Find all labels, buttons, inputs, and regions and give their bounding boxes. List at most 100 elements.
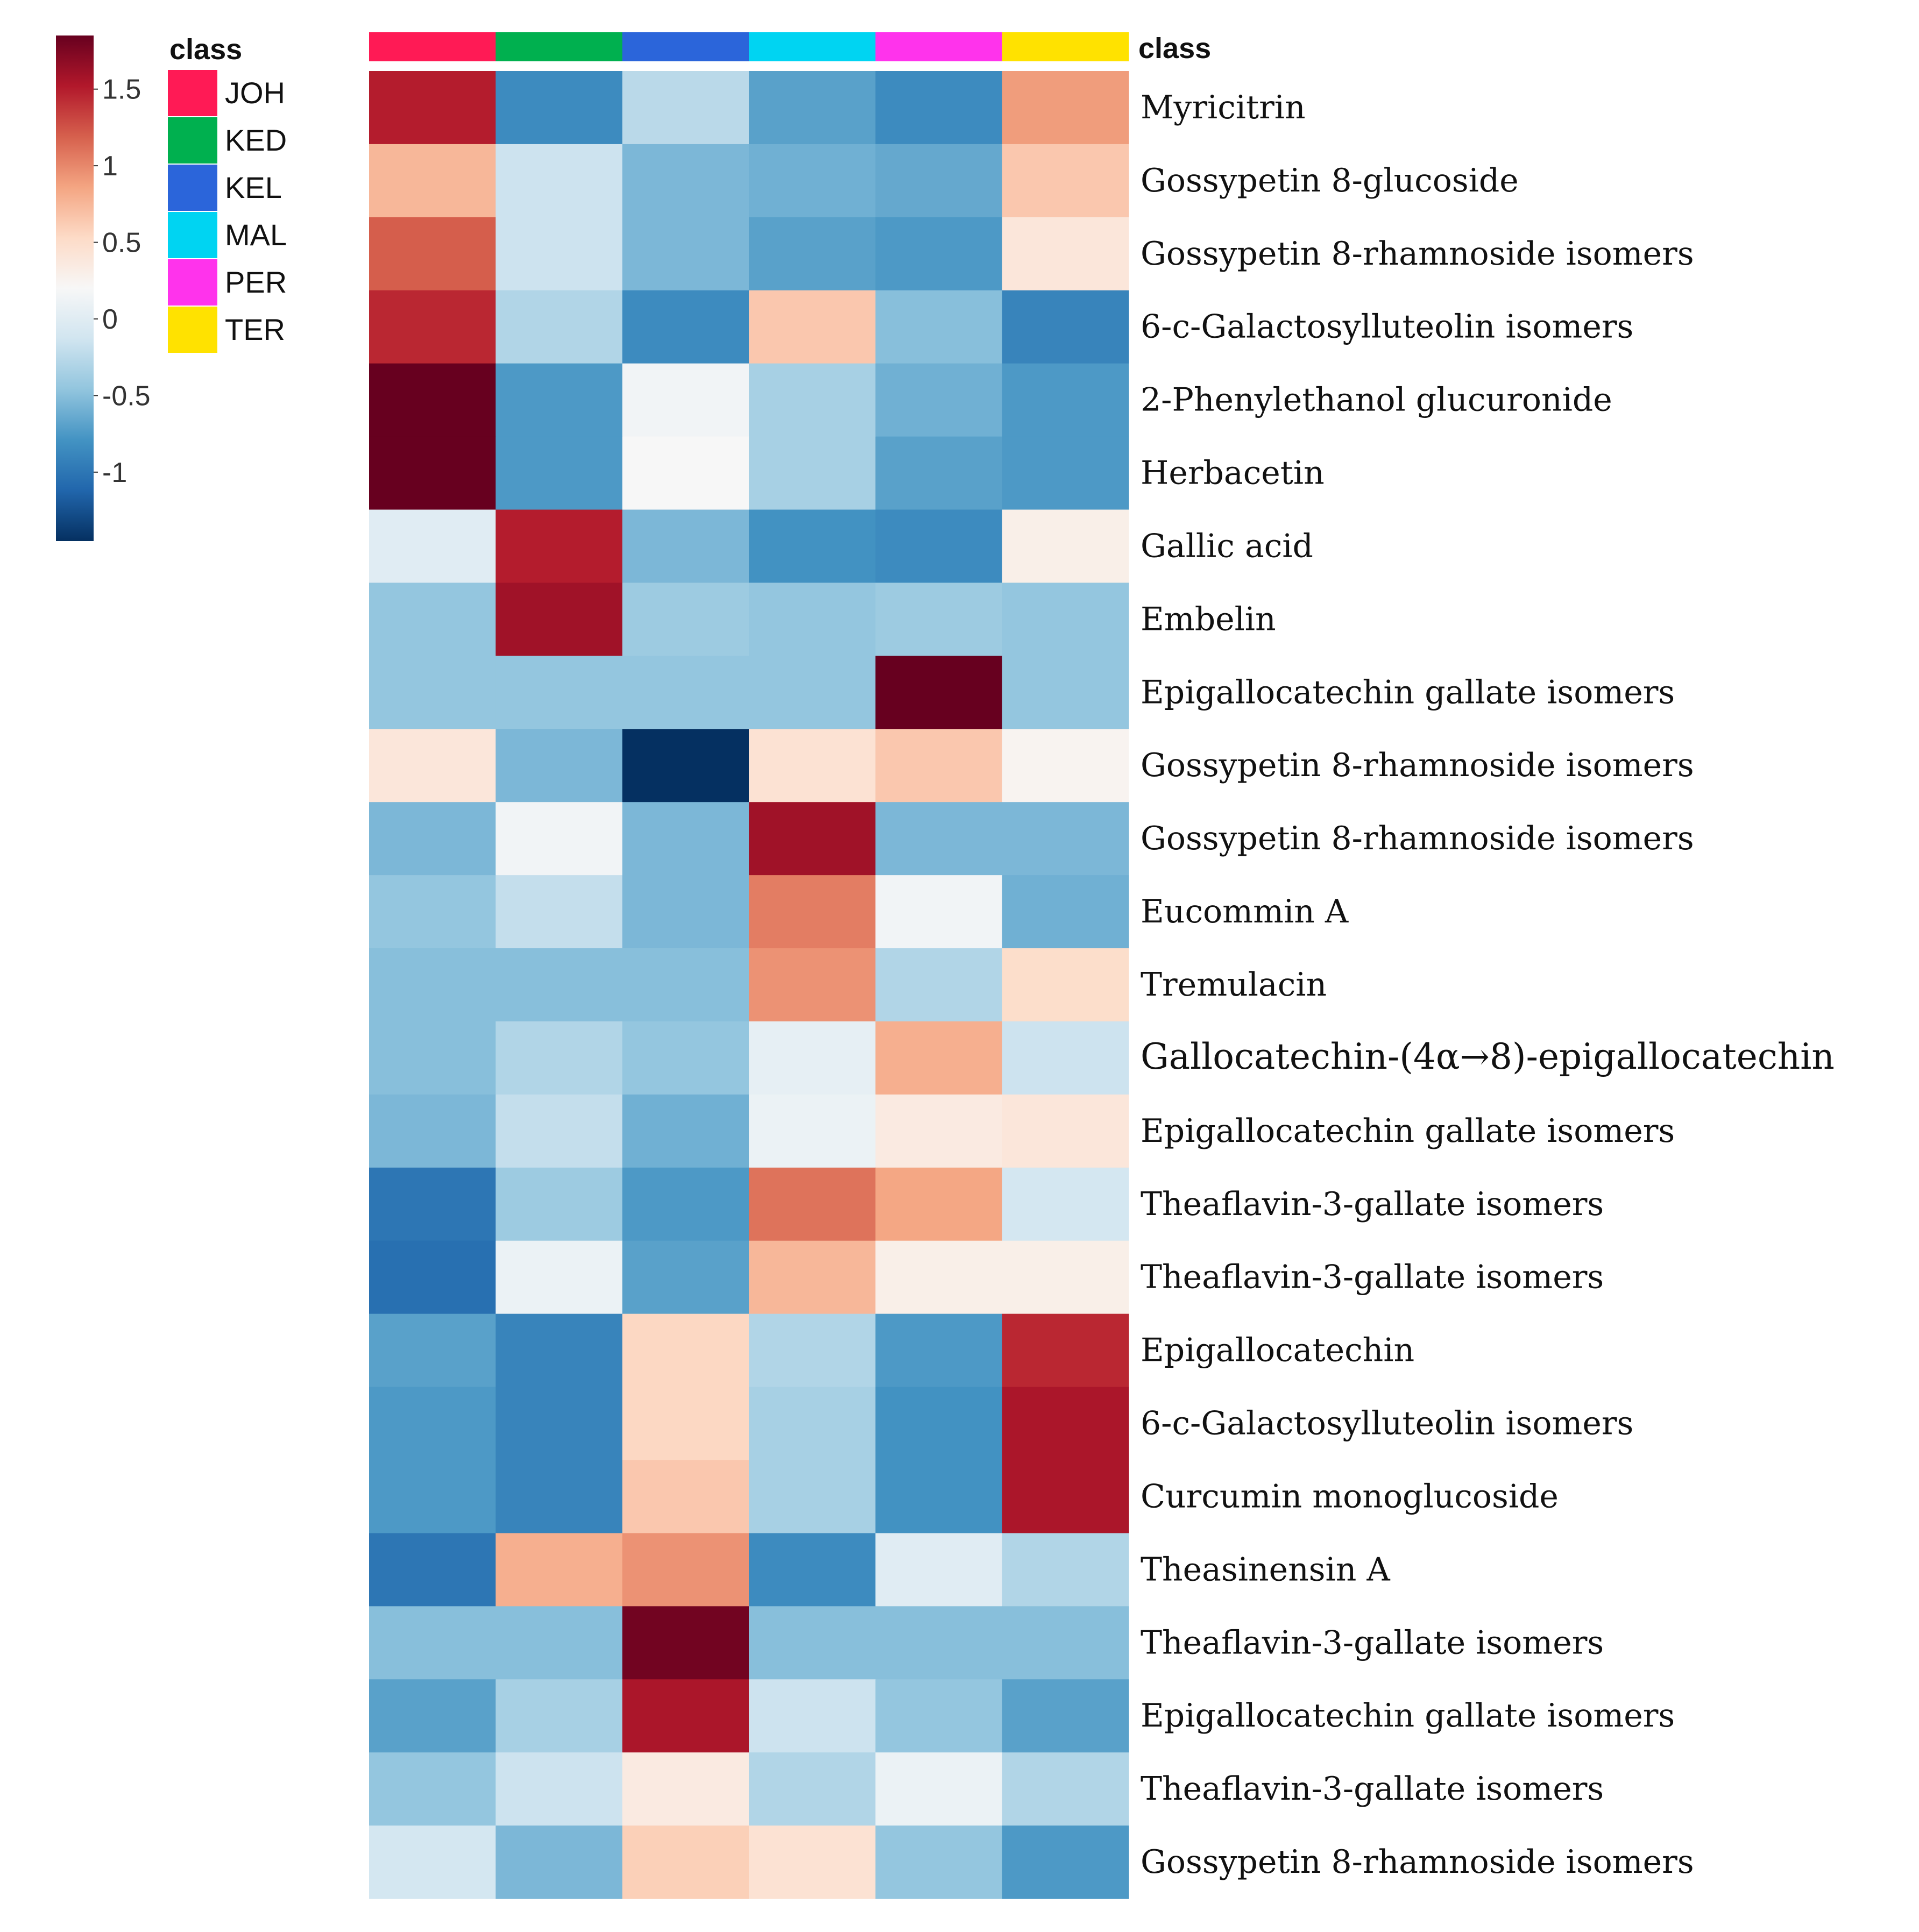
class-legend-label-mal: MAL bbox=[225, 218, 287, 252]
heatmap-cell bbox=[1002, 1679, 1129, 1753]
heatmap-cell bbox=[875, 656, 1003, 729]
heatmap-cell bbox=[369, 1021, 496, 1095]
heatmap-cell bbox=[749, 656, 876, 729]
heatmap-cell bbox=[369, 436, 496, 510]
heatmap-cell bbox=[495, 1752, 623, 1826]
heatmap-cell bbox=[875, 1460, 1003, 1533]
heatmap-cell bbox=[1002, 1021, 1129, 1095]
heatmap-cell bbox=[749, 875, 876, 949]
heatmap-cell bbox=[875, 290, 1003, 364]
heatmap-cell bbox=[369, 509, 496, 584]
class-legend-swatch-ked bbox=[168, 117, 217, 164]
heatmap-cell bbox=[749, 436, 876, 510]
annotation-joh bbox=[369, 32, 496, 61]
class-legend-label-kel: KEL bbox=[225, 171, 282, 204]
heatmap-cell bbox=[369, 1240, 496, 1315]
color-scale-tick-label: 0 bbox=[102, 304, 118, 335]
heatmap-cell bbox=[1002, 436, 1129, 510]
heatmap-cell bbox=[749, 1826, 876, 1899]
heatmap-cell bbox=[875, 1826, 1003, 1899]
heatmap-cell bbox=[369, 217, 496, 291]
heatmap-cell bbox=[875, 1606, 1003, 1680]
class-legend: class JOH KED KEL MAL PER TER bbox=[168, 33, 287, 353]
heatmap-cell bbox=[622, 1679, 749, 1753]
heatmap-cell bbox=[1002, 729, 1129, 802]
heatmap-cell bbox=[875, 509, 1003, 584]
heatmap-cell bbox=[369, 1826, 496, 1899]
annotation-kel bbox=[622, 32, 749, 61]
color-scale-tick-label: -1 bbox=[102, 457, 127, 488]
heatmap-cell bbox=[495, 217, 623, 291]
class-legend-title: class bbox=[169, 33, 242, 66]
heatmap-cell bbox=[495, 1021, 623, 1095]
color-scale-tick-label: 1.5 bbox=[102, 74, 141, 105]
row-labels: Myricitrin Gossypetin 8-glucoside Gossypet… bbox=[1141, 89, 1835, 1881]
heatmap-cell bbox=[749, 1387, 876, 1461]
heatmap-cell bbox=[495, 290, 623, 364]
heatmap-cell bbox=[1002, 656, 1129, 729]
heatmap-cell bbox=[1002, 1826, 1129, 1899]
row-label: Epigallocatechin gallate isomers bbox=[1141, 673, 1675, 711]
heatmap-cell bbox=[1002, 802, 1129, 876]
class-legend-swatch-kel bbox=[168, 165, 217, 211]
heatmap-cell bbox=[749, 729, 876, 802]
heatmap-cell bbox=[622, 1387, 749, 1461]
heatmap-cell bbox=[875, 1313, 1003, 1388]
heatmap-cell bbox=[1002, 290, 1129, 364]
heatmap-cell bbox=[875, 217, 1003, 291]
heatmap-cell bbox=[1002, 1167, 1129, 1241]
heatmap-cell bbox=[1002, 1313, 1129, 1388]
color-scale-tick-label: 1 bbox=[102, 151, 118, 182]
heatmap-cell bbox=[749, 1752, 876, 1826]
heatmap-cell bbox=[369, 1167, 496, 1241]
heatmap-cell bbox=[622, 144, 749, 218]
heatmap-cell bbox=[495, 363, 623, 437]
heatmap-cell bbox=[1002, 1240, 1129, 1315]
row-label: Theasinensin A bbox=[1141, 1551, 1390, 1588]
annotation-bar-title: class bbox=[1138, 32, 1211, 65]
heatmap-cell bbox=[875, 71, 1003, 145]
heatmap-cell bbox=[622, 1167, 749, 1241]
heatmap-cell bbox=[495, 1167, 623, 1241]
heatmap-cell bbox=[875, 1021, 1003, 1095]
heatmap-cells bbox=[369, 71, 1129, 1899]
heatmap-cell bbox=[1002, 217, 1129, 291]
heatmap-cell bbox=[495, 1826, 623, 1899]
heatmap-cell bbox=[622, 363, 749, 437]
heatmap-cell bbox=[1002, 1094, 1129, 1168]
heatmap-cell bbox=[749, 802, 876, 876]
color-scale-tick-label: -0.5 bbox=[102, 380, 151, 411]
heatmap-cell bbox=[369, 1606, 496, 1680]
heatmap-cell bbox=[1002, 1533, 1129, 1607]
heatmap-cell bbox=[622, 436, 749, 510]
row-label: Epigallocatechin gallate isomers bbox=[1141, 1112, 1675, 1150]
heatmap-cell bbox=[749, 1167, 876, 1241]
heatmap-cell bbox=[875, 1752, 1003, 1826]
heatmap-cell bbox=[622, 1313, 749, 1388]
heatmap-cell bbox=[622, 1752, 749, 1826]
heatmap-cell bbox=[369, 1752, 496, 1826]
class-legend-label-per: PER bbox=[225, 265, 287, 299]
heatmap-cell bbox=[495, 1094, 623, 1168]
heatmap-cell bbox=[622, 1094, 749, 1168]
heatmap-cell bbox=[495, 436, 623, 510]
row-label: Gossypetin 8-rhamnoside isomers bbox=[1141, 820, 1694, 857]
heatmap-cell bbox=[369, 948, 496, 1022]
class-legend-label-ter: TER bbox=[225, 312, 285, 346]
heatmap-cell bbox=[495, 1240, 623, 1315]
color-scale-ticks: 1.5 1 0.5 0 -0.5 -1 bbox=[94, 74, 151, 488]
heatmap-cell bbox=[369, 1313, 496, 1388]
heatmap-cell bbox=[875, 1533, 1003, 1607]
class-annotation-bar bbox=[369, 32, 1129, 61]
heatmap-cell bbox=[622, 1460, 749, 1533]
heatmap-cell bbox=[749, 1460, 876, 1533]
row-label: Gossypetin 8-rhamnoside isomers bbox=[1141, 747, 1694, 784]
heatmap-cell bbox=[749, 1606, 876, 1680]
heatmap-cell bbox=[369, 363, 496, 437]
class-legend-label-joh: JOH bbox=[225, 76, 285, 110]
class-legend-swatch-joh bbox=[168, 70, 217, 116]
heatmap-cell bbox=[622, 948, 749, 1022]
color-scale-bar bbox=[56, 35, 94, 541]
heatmap-cell bbox=[749, 1094, 876, 1168]
row-label: 6-c-Galactosylluteolin isomers bbox=[1141, 1405, 1633, 1443]
